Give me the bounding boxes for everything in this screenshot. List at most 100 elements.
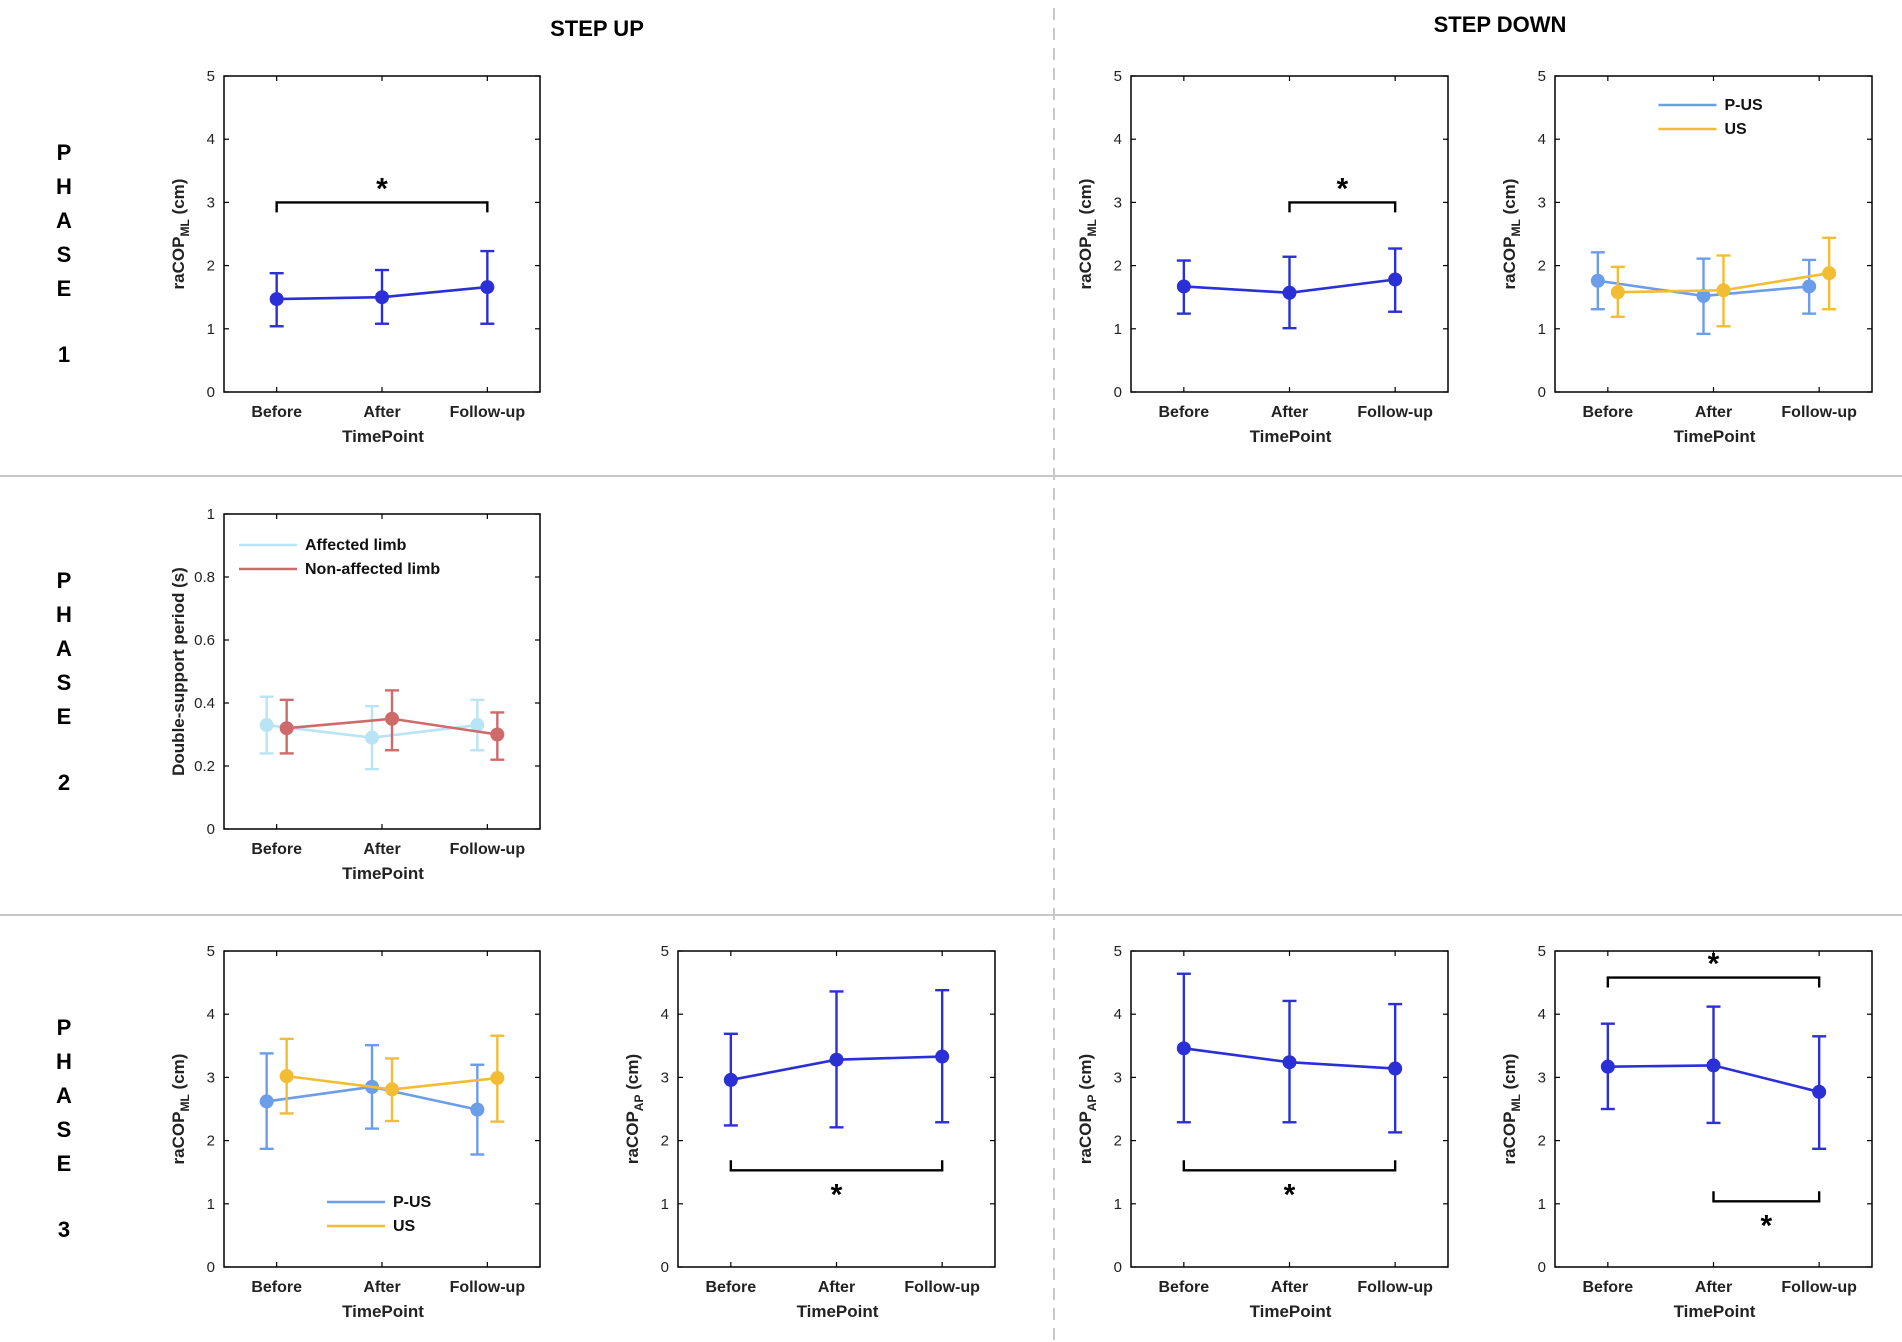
x-axis-label: TimePoint (1674, 427, 1756, 446)
x-tick-label: Before (705, 1279, 756, 1296)
x-tick-label: Follow-up (1357, 404, 1433, 421)
y-label-unit: (cm) (623, 1054, 642, 1095)
x-tick-label: Before (251, 404, 302, 421)
chart-phase1-step-down-b: 0 1 2 3 4 5 Before After Follow-up TimePoint raCOP… (1500, 68, 1873, 446)
y-label-unit: (cm) (1500, 1054, 1519, 1095)
significance-star: * (831, 1178, 843, 1211)
x-tick-label: After (363, 841, 400, 858)
y-tick-label: 0.8 (194, 569, 215, 586)
phase-1-letter: S (57, 242, 72, 267)
bracket-line (1712, 1191, 1821, 1203)
y-tick-label: 2 (1114, 1133, 1122, 1150)
y-label-unit: (cm) (1500, 179, 1519, 220)
phase-3-letter: S (57, 1117, 72, 1142)
y-tick-label: 3 (207, 1069, 215, 1086)
x-axis-label: TimePoint (1250, 1302, 1332, 1321)
y-label-main: raCOP (1500, 237, 1519, 290)
data-point (1282, 285, 1297, 300)
chart-phase3-step-down-ml: 0 1 2 3 4 5 Before After Follow-up TimePoint raCOP… (1500, 943, 1873, 1321)
phase-2-letter: S (57, 670, 72, 695)
x-tick-label: Follow-up (1357, 1279, 1433, 1296)
legend-label: P-US (1725, 97, 1764, 114)
y-axis-label: raCOPML (cm) (1076, 179, 1099, 290)
phase-3-letter: P (57, 1015, 72, 1040)
series-us (1610, 236, 1837, 328)
y-tick-label: 3 (207, 194, 215, 211)
x-tick-label: Before (251, 841, 302, 858)
y-tick-label: 1 (207, 1196, 215, 1213)
data-point (279, 1069, 294, 1084)
data-point (935, 1049, 950, 1064)
x-axis-label: TimePoint (797, 1302, 879, 1321)
series-main (1176, 247, 1403, 330)
bracket-line (1182, 1160, 1397, 1172)
legend-label: P-US (393, 1194, 432, 1211)
step-down-header: STEP DOWN (1434, 12, 1567, 37)
data-point (375, 290, 389, 305)
y-label-main: Double-support period (s) (169, 567, 188, 776)
data-point (1176, 279, 1191, 294)
significance-bracket: * (729, 1160, 944, 1211)
y-label-main: raCOP (1500, 1112, 1519, 1165)
legend-label: US (1725, 121, 1748, 138)
y-label-main: raCOP (1076, 1111, 1095, 1164)
x-tick-label: After (1271, 1279, 1308, 1296)
y-tick-label: 0.4 (194, 695, 215, 712)
bracket-line (729, 1160, 944, 1172)
y-tick-label: 1 (1538, 1196, 1546, 1213)
phase-3-letter: E (57, 1151, 72, 1176)
y-tick-label: 4 (207, 131, 215, 148)
y-tick-label: 0 (1538, 384, 1546, 401)
y-axis-label: raCOPML (cm) (169, 1054, 192, 1165)
data-point (1802, 279, 1817, 294)
series-main (723, 988, 950, 1129)
y-label-subscript: ML (1509, 1094, 1523, 1111)
data-point (1696, 288, 1711, 303)
phase-3-number: 3 (58, 1217, 70, 1242)
bracket-line (1606, 976, 1821, 988)
phase-2-letter: A (56, 636, 72, 661)
series-main (1600, 1005, 1827, 1151)
phase-3-label: P H A S E 3 (56, 1015, 72, 1242)
y-tick-label: 0 (1114, 384, 1122, 401)
y-tick-label: 2 (207, 258, 215, 275)
y-tick-label: 0.2 (194, 758, 215, 775)
significance-bracket: * (1288, 172, 1397, 213)
x-axis-label: TimePoint (1674, 1302, 1756, 1321)
y-axis-label: raCOPML (cm) (1500, 179, 1523, 290)
significance-star: * (1284, 1178, 1296, 1211)
x-tick-label: Follow-up (450, 404, 526, 421)
y-tick-label: 2 (1538, 258, 1546, 275)
y-label-main: raCOP (623, 1111, 642, 1164)
series-affected-limb (259, 695, 485, 771)
y-tick-label: 4 (1538, 1006, 1546, 1023)
y-tick-label: 0.6 (194, 632, 215, 649)
data-point (829, 1052, 844, 1067)
y-tick-label: 1 (661, 1196, 669, 1213)
data-point (1282, 1055, 1297, 1070)
significance-star: * (1708, 948, 1720, 981)
y-tick-label: 0 (207, 821, 215, 838)
data-point (723, 1072, 738, 1087)
y-tick-label: 4 (207, 1006, 215, 1023)
phase-2-letter: E (57, 704, 72, 729)
chart-phase3-step-down-ap: 0 1 2 3 4 5 Before After Follow-up TimePoint raCOP… (1076, 943, 1449, 1321)
y-tick-label: 2 (1114, 258, 1122, 275)
data-point (1706, 1058, 1721, 1073)
plot-frame (223, 75, 541, 393)
x-tick-label: Follow-up (450, 841, 526, 858)
y-tick-label: 5 (1538, 68, 1546, 85)
y-axis-label: raCOPAP (cm) (623, 1054, 646, 1164)
y-tick-label: 5 (1114, 943, 1122, 960)
data-point (365, 730, 379, 745)
x-axis-label: TimePoint (342, 1302, 424, 1321)
chart-phase2-step-up: 0 0.2 0.4 0.6 0.8 1 Before After Follow-up TimePo… (169, 506, 541, 883)
y-tick-label: 0 (661, 1259, 669, 1276)
y-tick-label: 1 (207, 506, 215, 523)
y-tick-label: 5 (207, 943, 215, 960)
x-tick-label: Follow-up (904, 1279, 980, 1296)
y-axis-label: raCOPML (cm) (1500, 1054, 1523, 1165)
y-tick-label: 5 (661, 943, 669, 960)
y-tick-label: 5 (207, 68, 215, 85)
